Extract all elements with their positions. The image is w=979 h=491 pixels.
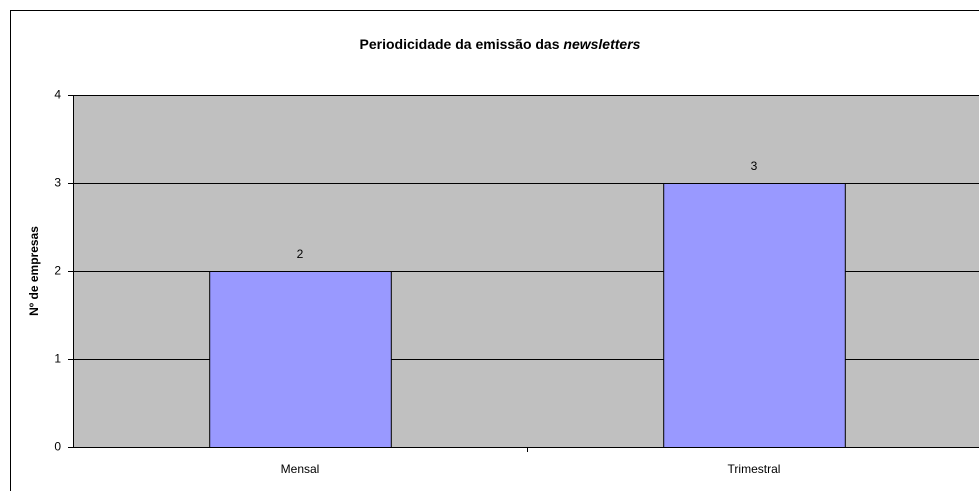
title-emphasis: newsletters [563, 36, 640, 52]
y-tick-label: 2 [54, 264, 61, 278]
bar [663, 183, 846, 448]
value-label: 2 [297, 247, 304, 261]
x-tick-label: Mensal [281, 462, 320, 476]
value-label: 3 [751, 159, 758, 173]
y-axis-title: Nº de empresas [27, 226, 41, 316]
y-tick-label: 3 [54, 176, 61, 190]
title-text: Periodicidade da emissão das [360, 36, 564, 52]
y-tick-label: 1 [54, 352, 61, 366]
y-tick-label: 4 [54, 88, 61, 102]
chart-title: Periodicidade da emissão das newsletters [360, 36, 641, 52]
x-tick-label: Trimestral [728, 462, 781, 476]
y-tick-label: 0 [54, 440, 61, 454]
bar [209, 271, 392, 448]
